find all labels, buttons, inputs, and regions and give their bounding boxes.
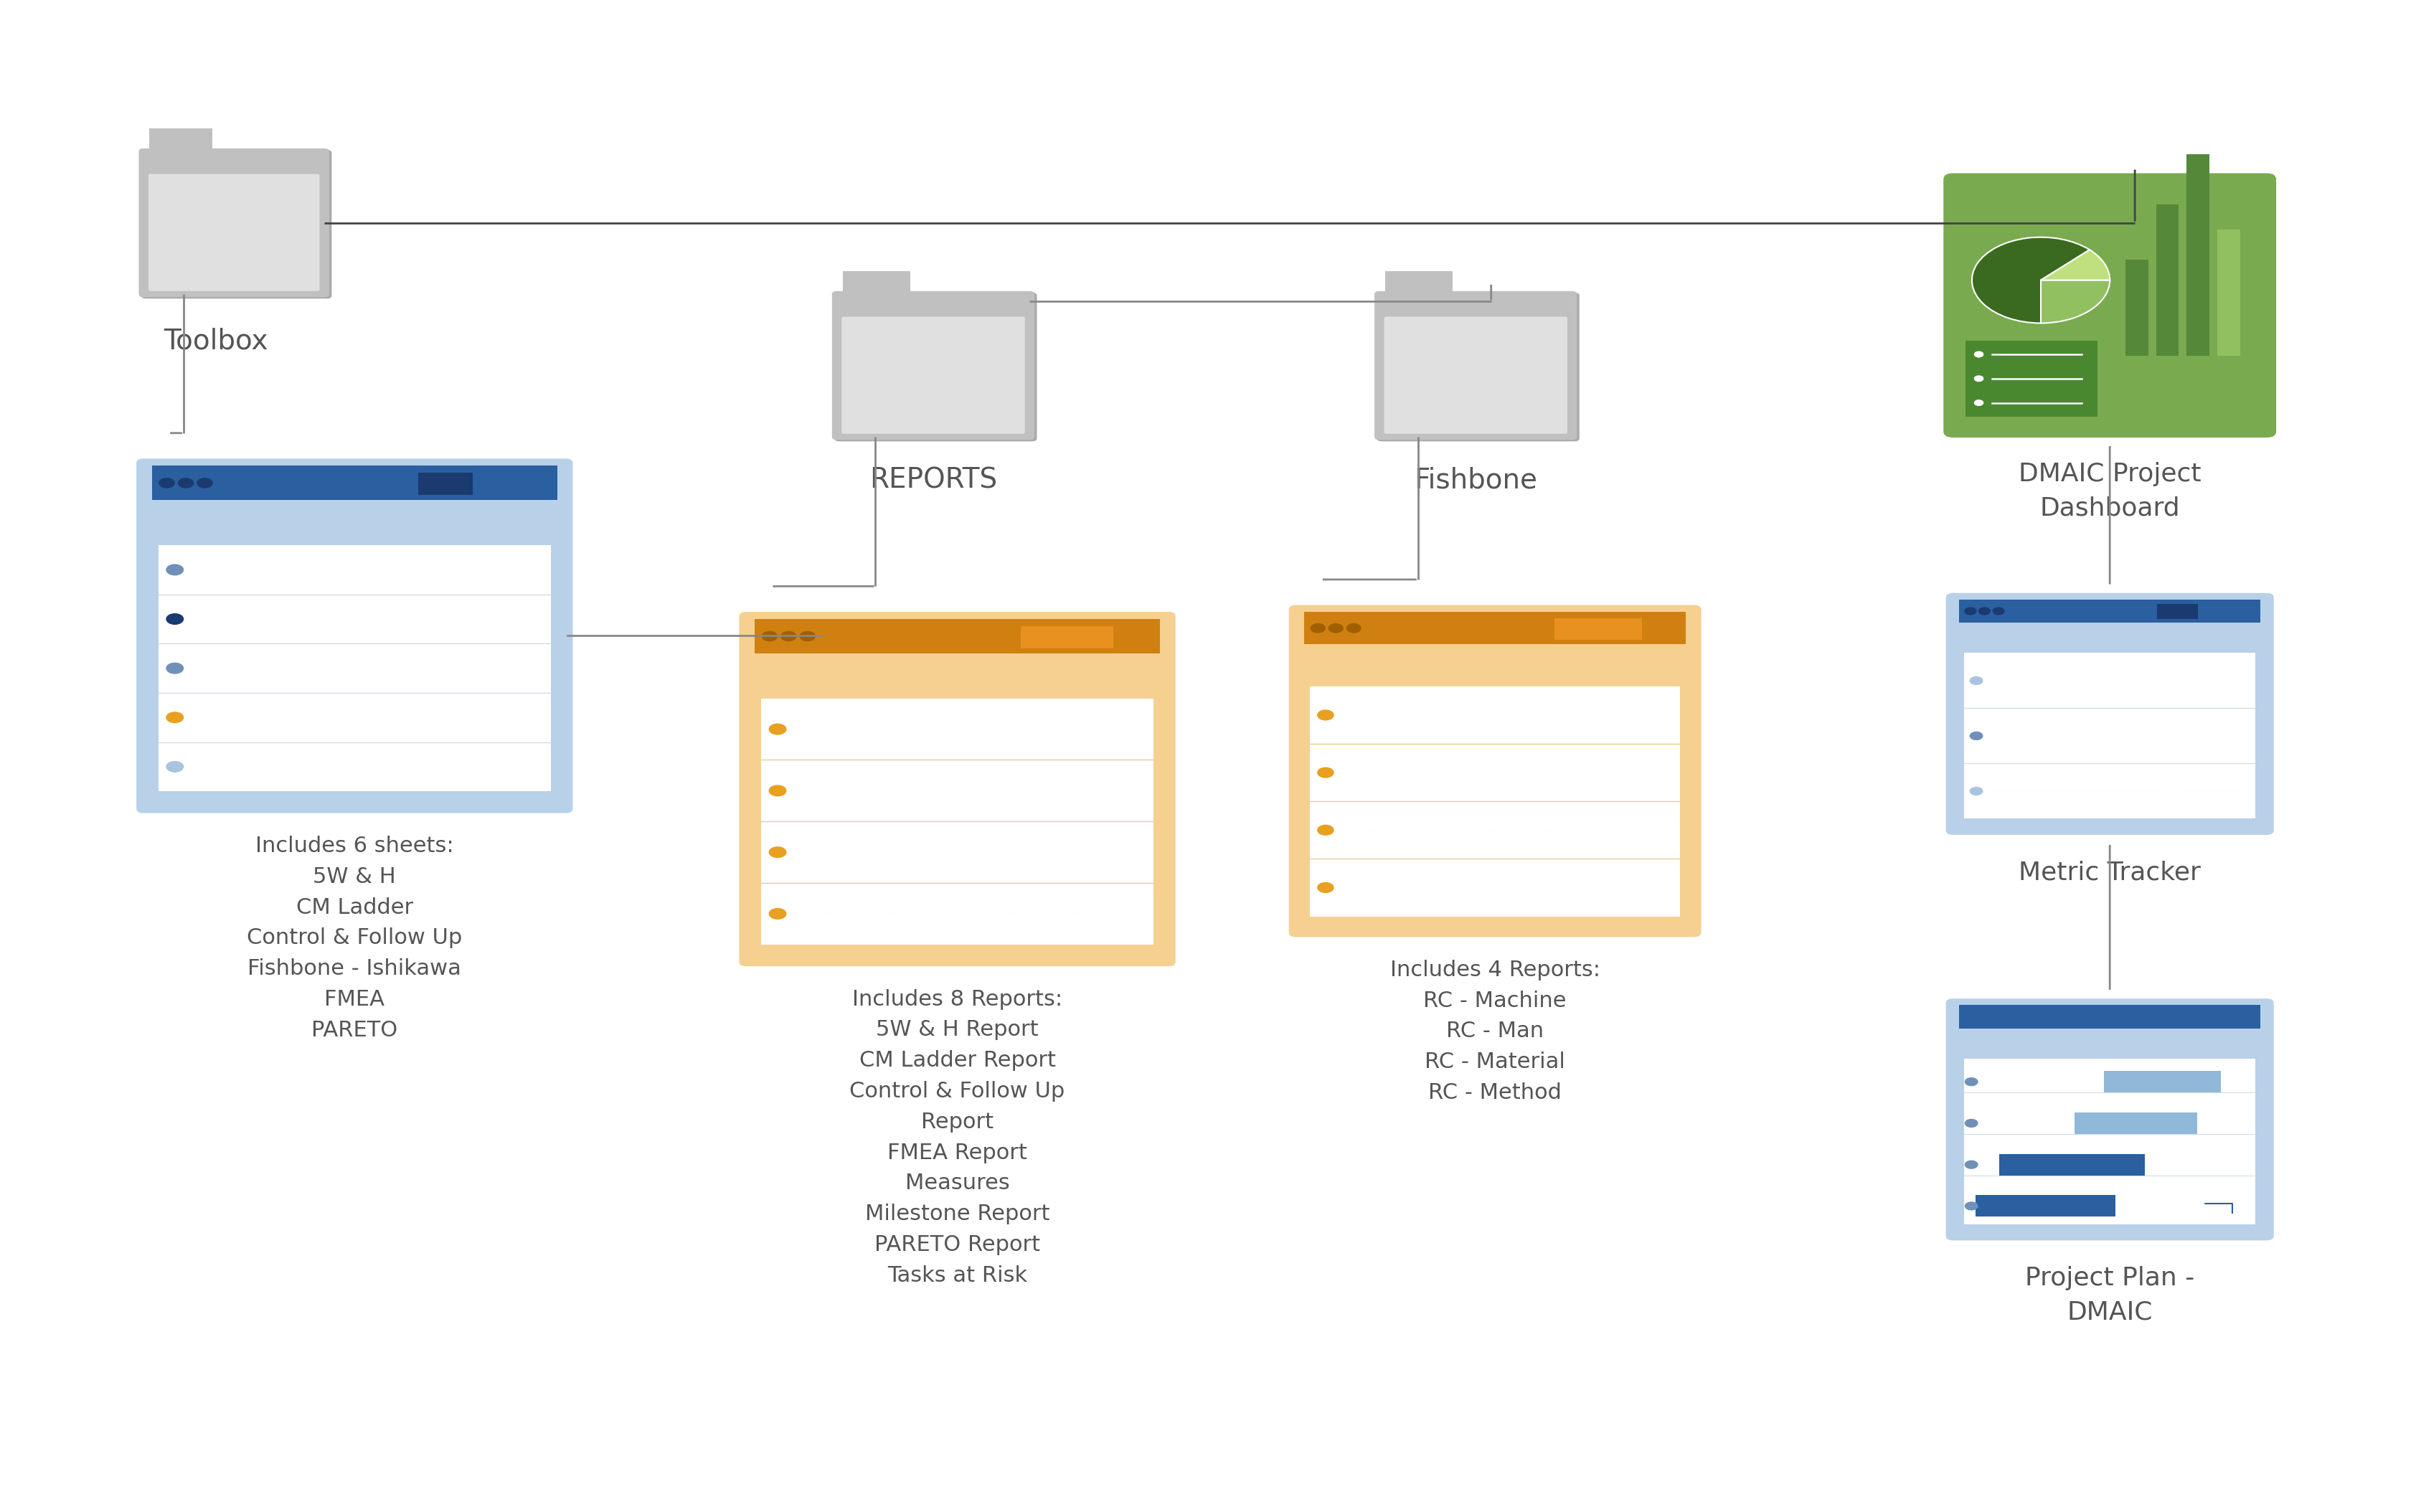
FancyBboxPatch shape bbox=[1022, 626, 1114, 649]
FancyBboxPatch shape bbox=[755, 618, 1160, 653]
FancyBboxPatch shape bbox=[1305, 612, 1685, 644]
FancyBboxPatch shape bbox=[1944, 174, 2276, 437]
FancyBboxPatch shape bbox=[1946, 593, 2273, 835]
Circle shape bbox=[1317, 826, 1334, 835]
FancyBboxPatch shape bbox=[1375, 292, 1576, 440]
FancyBboxPatch shape bbox=[419, 473, 472, 494]
Text: REPORTS: REPORTS bbox=[869, 467, 997, 494]
FancyBboxPatch shape bbox=[138, 148, 329, 298]
Circle shape bbox=[1976, 352, 1983, 357]
Circle shape bbox=[1966, 1202, 1978, 1210]
Circle shape bbox=[770, 847, 787, 857]
Circle shape bbox=[196, 478, 213, 488]
FancyBboxPatch shape bbox=[1963, 653, 2256, 818]
FancyBboxPatch shape bbox=[1946, 998, 2273, 1240]
Wedge shape bbox=[1973, 237, 2089, 324]
Text: Metric Tracker: Metric Tracker bbox=[2019, 860, 2201, 885]
FancyBboxPatch shape bbox=[2000, 1154, 2145, 1175]
FancyBboxPatch shape bbox=[833, 292, 1034, 440]
Circle shape bbox=[1971, 732, 1983, 739]
FancyBboxPatch shape bbox=[140, 150, 332, 299]
FancyBboxPatch shape bbox=[1310, 686, 1680, 916]
Circle shape bbox=[179, 478, 194, 488]
Circle shape bbox=[167, 712, 184, 723]
Circle shape bbox=[1317, 768, 1334, 777]
Circle shape bbox=[1966, 1161, 1978, 1169]
Circle shape bbox=[167, 762, 184, 773]
Text: Includes 8 Reports:
5W & H Report
CM Ladder Report
Control & Follow Up
Report
FM: Includes 8 Reports: 5W & H Report CM Lad… bbox=[850, 989, 1065, 1285]
FancyBboxPatch shape bbox=[1976, 1196, 2116, 1217]
Text: Includes 6 sheets:
5W & H
CM Ladder
Control & Follow Up
Fishbone - Ishikawa
FMEA: Includes 6 sheets: 5W & H CM Ladder Cont… bbox=[247, 836, 462, 1040]
Circle shape bbox=[1976, 401, 1983, 405]
Wedge shape bbox=[2041, 280, 2109, 324]
Circle shape bbox=[167, 564, 184, 575]
FancyBboxPatch shape bbox=[738, 612, 1177, 966]
FancyBboxPatch shape bbox=[1378, 293, 1578, 442]
Wedge shape bbox=[2041, 249, 2109, 280]
Text: Project Plan -
DMAIC: Project Plan - DMAIC bbox=[2024, 1266, 2193, 1325]
Polygon shape bbox=[843, 271, 910, 296]
Circle shape bbox=[1317, 711, 1334, 720]
Circle shape bbox=[1966, 1119, 1978, 1126]
FancyBboxPatch shape bbox=[1966, 340, 2097, 416]
Circle shape bbox=[799, 632, 816, 641]
FancyBboxPatch shape bbox=[2157, 605, 2198, 620]
FancyBboxPatch shape bbox=[1959, 1005, 2261, 1028]
Circle shape bbox=[1346, 624, 1361, 632]
FancyBboxPatch shape bbox=[2186, 154, 2210, 355]
Circle shape bbox=[1992, 608, 2005, 615]
Text: Toolbox: Toolbox bbox=[165, 327, 269, 354]
Circle shape bbox=[1971, 677, 1983, 685]
FancyBboxPatch shape bbox=[2104, 1070, 2220, 1093]
Circle shape bbox=[1971, 788, 1983, 795]
Circle shape bbox=[770, 785, 787, 795]
Circle shape bbox=[1310, 624, 1324, 632]
Circle shape bbox=[1966, 1078, 1978, 1086]
Circle shape bbox=[167, 614, 184, 624]
FancyBboxPatch shape bbox=[153, 466, 557, 500]
Text: DMAIC Project
Dashboard: DMAIC Project Dashboard bbox=[2019, 461, 2201, 520]
Circle shape bbox=[1976, 376, 1983, 381]
FancyBboxPatch shape bbox=[843, 316, 1024, 434]
Circle shape bbox=[1966, 608, 1976, 615]
FancyBboxPatch shape bbox=[2157, 204, 2179, 355]
Polygon shape bbox=[1385, 271, 1453, 296]
Text: Fishbone: Fishbone bbox=[1414, 467, 1537, 494]
FancyBboxPatch shape bbox=[1959, 599, 2261, 623]
FancyBboxPatch shape bbox=[760, 699, 1152, 945]
FancyBboxPatch shape bbox=[2218, 230, 2239, 355]
FancyBboxPatch shape bbox=[1385, 316, 1566, 434]
FancyBboxPatch shape bbox=[2126, 260, 2147, 355]
Polygon shape bbox=[150, 129, 213, 153]
FancyBboxPatch shape bbox=[1288, 605, 1702, 937]
Circle shape bbox=[1978, 608, 1990, 615]
Circle shape bbox=[167, 662, 184, 673]
FancyBboxPatch shape bbox=[157, 546, 552, 791]
Circle shape bbox=[160, 478, 174, 488]
Circle shape bbox=[1317, 883, 1334, 892]
FancyBboxPatch shape bbox=[136, 458, 574, 813]
FancyBboxPatch shape bbox=[1554, 618, 1641, 640]
FancyBboxPatch shape bbox=[2075, 1113, 2198, 1134]
Circle shape bbox=[770, 909, 787, 919]
Circle shape bbox=[770, 724, 787, 735]
FancyBboxPatch shape bbox=[1963, 1058, 2256, 1225]
FancyBboxPatch shape bbox=[835, 293, 1036, 442]
Circle shape bbox=[1329, 624, 1344, 632]
FancyBboxPatch shape bbox=[148, 174, 320, 292]
Circle shape bbox=[763, 632, 777, 641]
Circle shape bbox=[782, 632, 797, 641]
Text: Includes 4 Reports:
RC - Machine
RC - Man
RC - Material
RC - Method: Includes 4 Reports: RC - Machine RC - Ma… bbox=[1390, 960, 1600, 1104]
